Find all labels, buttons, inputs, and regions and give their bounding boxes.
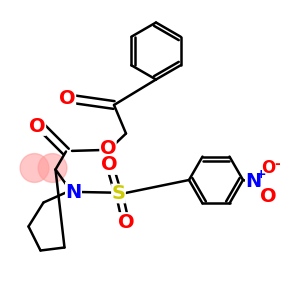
Text: N: N	[245, 172, 262, 191]
Text: O: O	[261, 159, 276, 177]
Circle shape	[38, 154, 67, 182]
Circle shape	[20, 154, 49, 182]
Text: S: S	[112, 184, 125, 203]
Text: O: O	[29, 116, 46, 136]
Text: O: O	[260, 187, 277, 206]
Text: O: O	[101, 155, 118, 175]
Text: O: O	[118, 212, 134, 232]
Text: +: +	[256, 168, 266, 182]
Text: -: -	[274, 158, 280, 171]
Text: O: O	[100, 139, 116, 158]
Text: O: O	[59, 89, 76, 109]
Text: N: N	[65, 182, 82, 202]
